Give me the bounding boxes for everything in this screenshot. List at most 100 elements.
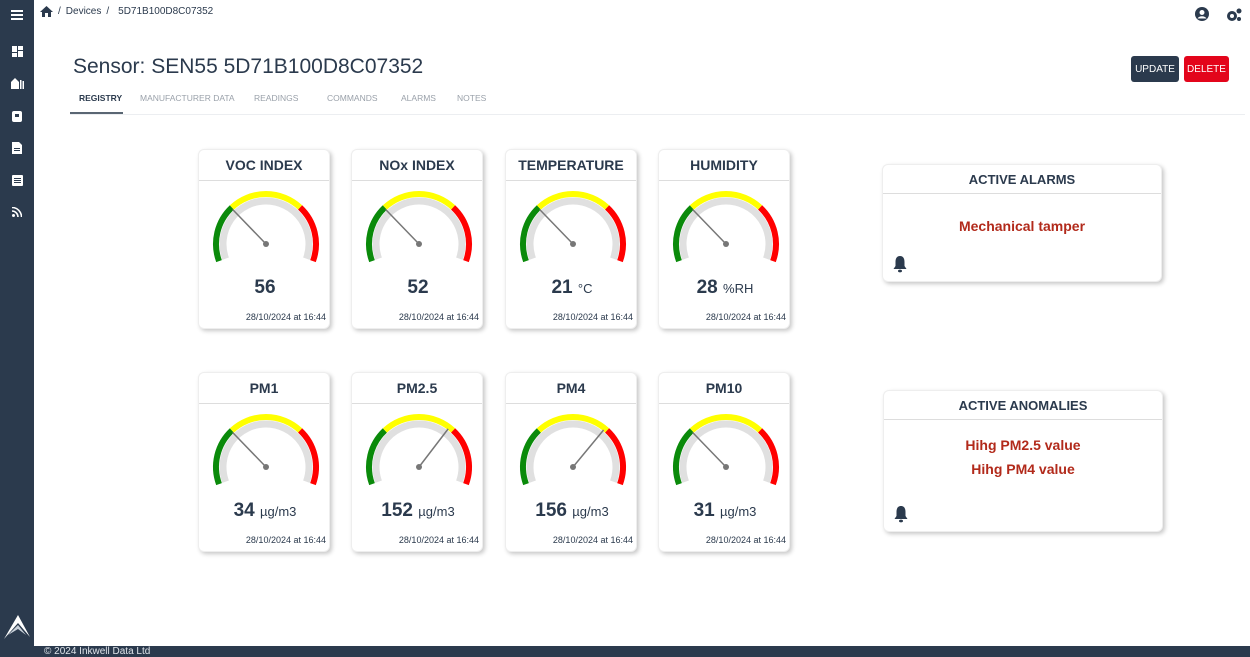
list-icon[interactable] (0, 170, 34, 190)
gauge-zone-yellow (536, 414, 610, 433)
gauge-zone-yellow (382, 191, 456, 210)
gauge-dial (366, 414, 472, 486)
gauge-unit: µg/m3 (418, 504, 455, 519)
gauge-zone-green (520, 428, 542, 486)
anomaly-item: Hihg PM4 value (971, 461, 1075, 477)
gauge-card: PM4 156 µg/m3 28/10/2024 at 16:44 (505, 372, 637, 552)
bell-icon (893, 256, 907, 273)
gauge-needle-hub (263, 241, 269, 247)
gauge-needle-hub (570, 464, 576, 470)
footer: © 2024 Inkwell Data Ltd (34, 646, 1250, 657)
gauge-unit: µg/m3 (260, 504, 297, 519)
gears-icon[interactable] (1226, 8, 1242, 22)
gauge-title: TEMPERATURE (506, 150, 636, 181)
gauge-unit: %RH (723, 281, 754, 296)
anomaly-item: Hihg PM2.5 value (965, 437, 1081, 453)
gauge-zone-red (450, 428, 472, 486)
gauge-needle-hub (416, 241, 422, 247)
tab-manufacturer-data[interactable]: MANUFACTURER DATA (140, 93, 235, 103)
gauge-dial (673, 414, 779, 486)
gauge-needle (539, 208, 574, 245)
gauge-needle-hub (570, 241, 576, 247)
gauge-zone-yellow (536, 191, 610, 210)
breadcrumb: / Devices / 5D71B100D8C07352 (40, 6, 213, 17)
gauge-track (372, 420, 466, 483)
gauge-needle (692, 431, 727, 468)
gauge-title: PM2.5 (352, 373, 482, 404)
gauge-title: PM4 (506, 373, 636, 404)
gauge-value: 34 µg/m3 (233, 500, 297, 521)
gauge-zone-red (757, 205, 779, 263)
gauge-dial (520, 414, 626, 486)
gauge-zone-red (604, 205, 626, 263)
gauge-card: TEMPERATURE 21 °C 28/10/2024 at 16:44 (505, 149, 637, 329)
gauge-card: HUMIDITY 28 %RH 28/10/2024 at 16:44 (658, 149, 790, 329)
gauge-timestamp: 28/10/2024 at 16:44 (245, 535, 326, 545)
menu-icon[interactable] (0, 5, 34, 25)
gauge-dial (213, 191, 319, 263)
gauge-track (372, 197, 466, 260)
gauge-title: NOx INDEX (352, 150, 482, 181)
gauge-zone-yellow (689, 191, 763, 210)
rss-icon[interactable] (0, 202, 34, 222)
document-icon[interactable] (0, 138, 34, 158)
delete-button[interactable]: DELETE (1184, 56, 1229, 82)
dashboard-icon[interactable] (0, 41, 34, 61)
gauge-zone-yellow (229, 191, 303, 210)
gauge-track (679, 197, 773, 260)
gauge-track (526, 420, 620, 483)
gauge-timestamp: 28/10/2024 at 16:44 (705, 312, 786, 322)
tab-bar: REGISTRY MANUFACTURER DATA READINGS COMM… (70, 88, 1245, 115)
gauge-card: PM1 34 µg/m3 28/10/2024 at 16:44 (198, 372, 330, 552)
gauge-timestamp: 28/10/2024 at 16:44 (552, 312, 633, 322)
gauge-needle-hub (723, 241, 729, 247)
tab-readings[interactable]: READINGS (254, 93, 299, 103)
gauge-track (219, 197, 313, 260)
gauge-title: PM1 (199, 373, 329, 404)
tab-registry[interactable]: REGISTRY (79, 93, 123, 103)
user-circle-icon[interactable] (1195, 7, 1209, 21)
gauge-timestamp: 28/10/2024 at 16:44 (705, 535, 786, 545)
gauge-zone-green (366, 205, 388, 263)
gauge-needle (385, 208, 420, 245)
gauge-card: PM2.5 152 µg/m3 28/10/2024 at 16:44 (351, 372, 483, 552)
breadcrumb-devices[interactable]: Devices (65, 6, 102, 17)
gauge-value: 21 °C (551, 277, 593, 298)
gauge-zone-yellow (229, 414, 303, 433)
gauge-zone-green (673, 428, 695, 486)
active-alarms-panel: ACTIVE ALARMS Mechanical tamper (882, 164, 1162, 282)
gauge-value: 52 (407, 277, 429, 298)
tab-notes[interactable]: NOTES (457, 93, 487, 103)
gauge-zone-yellow (382, 414, 456, 433)
gauge-zone-red (604, 428, 626, 486)
gauge-title: HUMIDITY (659, 150, 789, 181)
buildings-icon[interactable] (0, 73, 34, 93)
gauge-card: VOC INDEX 56 28/10/2024 at 16:44 (198, 149, 330, 329)
gauge-dial (366, 191, 472, 263)
tab-alarms[interactable]: ALARMS (401, 93, 436, 103)
device-icon[interactable] (0, 106, 34, 126)
gauge-zone-green (213, 205, 235, 263)
gauge-track (219, 420, 313, 483)
gauge-dial (673, 191, 779, 263)
gauge-needle (232, 208, 267, 245)
gauge-timestamp: 28/10/2024 at 16:44 (552, 535, 633, 545)
gauge-zone-red (297, 428, 319, 486)
gauge-dial (520, 191, 626, 263)
inkwell-logo (0, 612, 34, 642)
gauge-timestamp: 28/10/2024 at 16:44 (245, 312, 326, 322)
gauge-track (679, 420, 773, 483)
gauge-needle-hub (263, 464, 269, 470)
gauge-dial (213, 414, 319, 486)
gauge-unit: °C (577, 281, 593, 296)
update-button[interactable]: UPDATE (1131, 56, 1179, 82)
gauge-unit: µg/m3 (720, 504, 757, 519)
gauge-zone-green (213, 428, 235, 486)
home-icon[interactable] (40, 6, 53, 17)
gauge-zone-red (297, 205, 319, 263)
tab-commands[interactable]: COMMANDS (327, 93, 378, 103)
gauge-needle-hub (416, 464, 422, 470)
panel-title: ACTIVE ANOMALIES (884, 391, 1162, 420)
gauge-card: NOx INDEX 52 28/10/2024 at 16:44 (351, 149, 483, 329)
active-tab-indicator (70, 112, 123, 114)
